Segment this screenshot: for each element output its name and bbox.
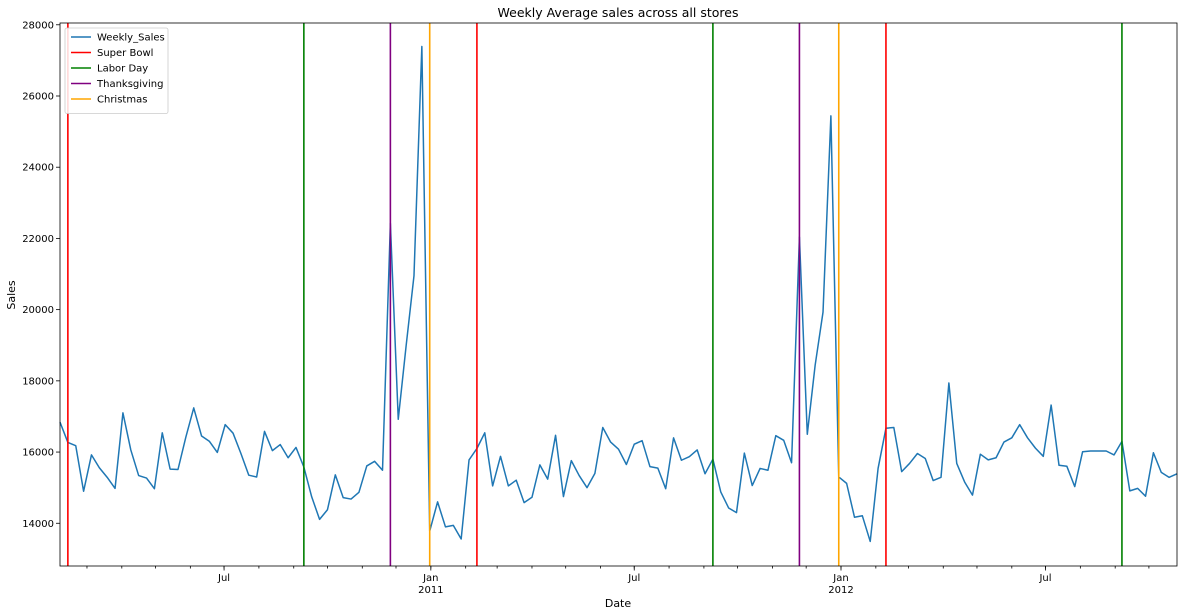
- legend-box: [64, 27, 169, 114]
- series-line-0: [59, 45, 1178, 543]
- y-axis-title: Sales: [5, 280, 18, 310]
- legend-label-0: Weekly_Sales: [97, 33, 165, 44]
- legend: Weekly_Sales Super Bowl Labor Day Thanksgiv…: [64, 27, 169, 114]
- x-tick-label-3: Jan: [832, 573, 848, 584]
- x-tick-sublabel-3: 2012: [828, 585, 853, 596]
- y-axis: 14000 16000 18000 20000 22000 24000 26000 28000: [22, 20, 60, 530]
- y-tick-label-7: 28000: [22, 20, 54, 31]
- legend-label-1: Super Bowl: [97, 48, 153, 59]
- y-tick-label-4: 22000: [22, 234, 54, 245]
- y-tick-label-1: 16000: [22, 448, 54, 459]
- y-tick-label-6: 26000: [22, 91, 54, 102]
- x-axis-title: Date: [605, 597, 632, 610]
- chart-title: Weekly Average sales across all stores: [498, 5, 739, 20]
- x-tick-sublabel-1: 2011: [418, 585, 443, 596]
- y-tick-label-2: 18000: [22, 376, 54, 387]
- y-tick-label-0: 14000: [22, 519, 54, 530]
- plot-area: [59, 23, 1178, 566]
- y-tick-label-3: 20000: [22, 305, 54, 316]
- x-tick-label-2: Jul: [627, 573, 640, 584]
- legend-label-2: Labor Day: [97, 64, 148, 75]
- legend-label-4: Christmas: [97, 95, 147, 106]
- x-tick-label-0: Jul: [217, 573, 230, 584]
- legend-label-3: Thanksgiving: [96, 79, 163, 90]
- y-tick-label-5: 24000: [22, 163, 54, 174]
- x-tick-label-4: Jul: [1038, 573, 1051, 584]
- x-tick-label-1: Jan: [422, 573, 438, 584]
- plot-frame: [59, 22, 1178, 567]
